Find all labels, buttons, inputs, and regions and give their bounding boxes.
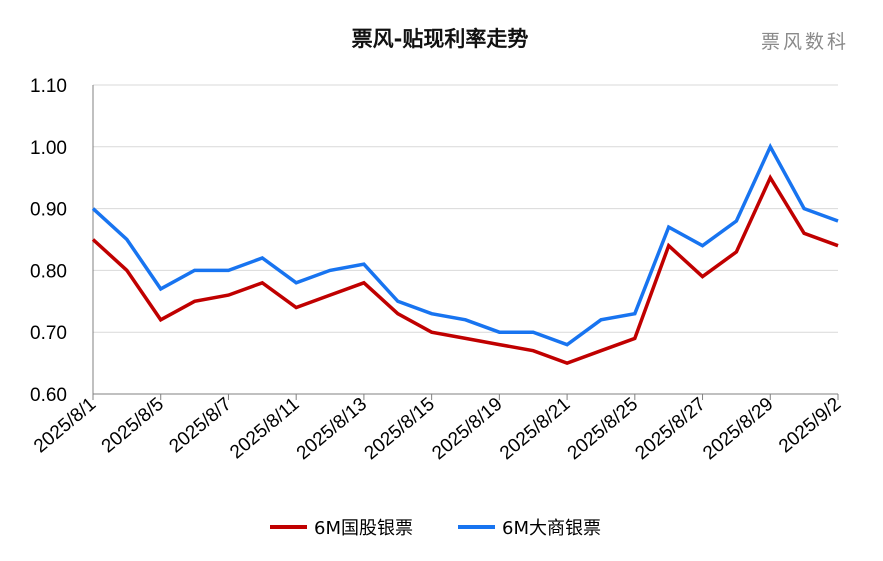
y-tick-label: 1.10 (30, 76, 67, 97)
y-tick-label: 0.90 (30, 200, 67, 221)
axes (92, 85, 839, 400)
series-line-1 (91, 173, 839, 365)
x-tick-label: 2025/8/21 (496, 394, 574, 464)
x-axis-ticks: 2025/8/12025/8/52025/8/72025/8/112025/8/… (30, 394, 845, 464)
x-tick-label: 2025/8/13 (293, 394, 371, 464)
x-tick-label: 2025/8/15 (361, 394, 439, 464)
y-tick-label: 1.00 (30, 138, 67, 159)
watermark: 票风数科 (761, 31, 849, 53)
legend-label-series-1: 6M国股银票 (314, 518, 413, 539)
x-tick-label: 2025/8/11 (226, 394, 303, 464)
series-lines (91, 142, 839, 365)
x-tick-label: 2025/8/5 (98, 394, 168, 458)
y-tick-label: 0.80 (30, 261, 67, 282)
chart-title: 票风-贴现利率走势 (352, 27, 529, 51)
x-tick-label: 2025/8/27 (632, 394, 710, 464)
gridlines (93, 84, 838, 333)
legend: 6M国股银票 6M大商银票 (270, 518, 601, 539)
x-tick-label: 2025/8/7 (166, 394, 236, 458)
x-tick-label: 2025/8/19 (428, 394, 506, 464)
x-tick-label: 2025/8/29 (699, 394, 777, 464)
legend-label-series-2: 6M大商银票 (502, 518, 601, 539)
y-tick-label: 0.60 (30, 385, 67, 406)
series-line-2 (91, 142, 839, 347)
y-tick-label: 0.70 (30, 323, 67, 344)
x-tick-label: 2025/9/2 (775, 394, 845, 458)
x-tick-label: 2025/8/25 (564, 394, 642, 464)
y-axis-ticks: 1.10 1.00 0.90 0.80 0.70 0.60 (30, 76, 67, 406)
